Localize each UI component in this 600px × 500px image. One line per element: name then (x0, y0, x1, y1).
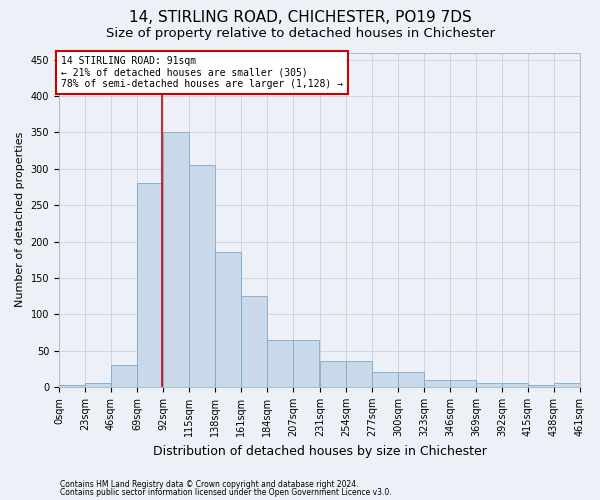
Bar (450, 380, 476, 387)
Bar (476, 384, 502, 387)
Bar (580, 384, 600, 387)
Bar (528, 386, 554, 387)
Text: Size of property relative to detached houses in Chichester: Size of property relative to detached ho… (106, 28, 494, 40)
Bar (346, 362, 372, 387)
Bar (189, 165, 215, 387)
Bar (372, 372, 398, 387)
Bar (267, 340, 293, 387)
Bar (163, 132, 189, 387)
Bar (59, 386, 85, 387)
Bar (111, 365, 137, 387)
Bar (241, 296, 267, 387)
Bar (554, 384, 580, 387)
Bar (137, 184, 163, 387)
Bar (502, 384, 528, 387)
Bar (293, 340, 319, 387)
Text: Contains public sector information licensed under the Open Government Licence v3: Contains public sector information licen… (60, 488, 392, 497)
Bar (215, 252, 241, 387)
Bar (320, 362, 346, 387)
Bar (398, 372, 424, 387)
Bar (85, 384, 111, 387)
Text: 14, STIRLING ROAD, CHICHESTER, PO19 7DS: 14, STIRLING ROAD, CHICHESTER, PO19 7DS (128, 10, 472, 25)
Bar (424, 380, 450, 387)
Text: 14 STIRLING ROAD: 91sqm
← 21% of detached houses are smaller (305)
78% of semi-d: 14 STIRLING ROAD: 91sqm ← 21% of detache… (61, 56, 343, 90)
X-axis label: Distribution of detached houses by size in Chichester: Distribution of detached houses by size … (152, 444, 487, 458)
Text: Contains HM Land Registry data © Crown copyright and database right 2024.: Contains HM Land Registry data © Crown c… (60, 480, 359, 489)
Y-axis label: Number of detached properties: Number of detached properties (15, 132, 25, 308)
